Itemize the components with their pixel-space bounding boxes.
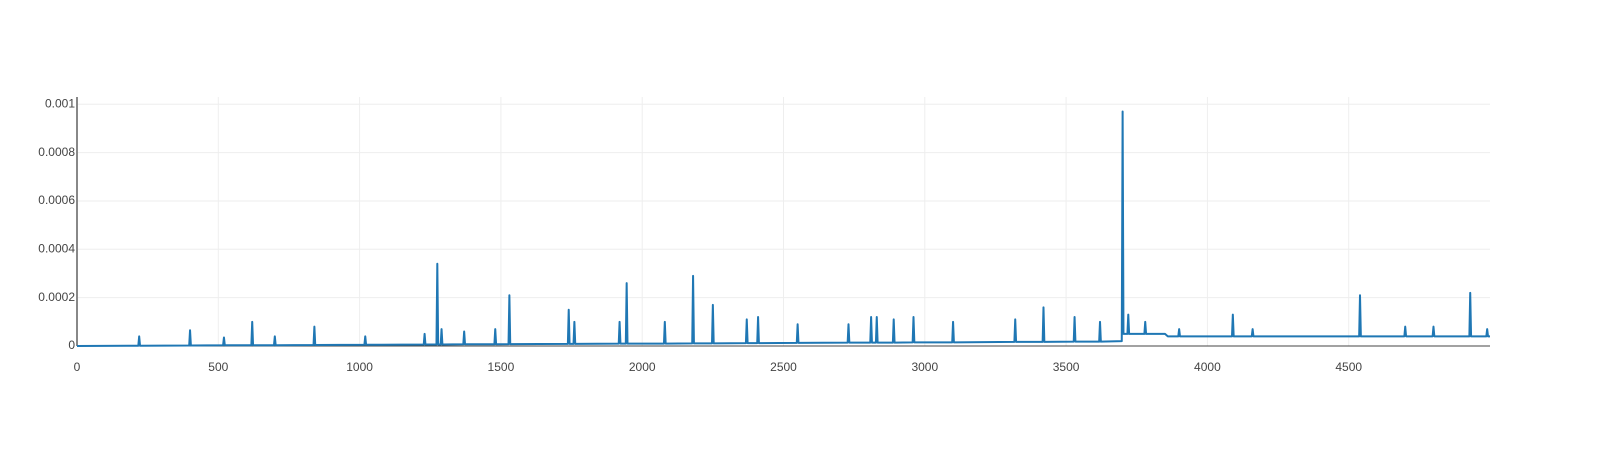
x-tick-label: 3000 [911, 360, 938, 374]
x-tick-label: 500 [208, 360, 228, 374]
y-tick-label: 0.0002 [38, 290, 75, 304]
y-tick-label: 0 [68, 338, 75, 352]
line-series [76, 110, 1490, 347]
y-tick-label: 0.0008 [38, 145, 75, 159]
x-tick-label: 2500 [770, 360, 797, 374]
x-tick-label: 1000 [346, 360, 373, 374]
x-tick-label: 2000 [629, 360, 656, 374]
x-tick-label: 4000 [1194, 360, 1221, 374]
y-tick-label: 0.0006 [38, 193, 75, 207]
y-tick-label: 0.001 [45, 96, 75, 110]
x-tick-label: 4500 [1335, 360, 1362, 374]
y-tick-label: 0.0004 [38, 241, 75, 255]
x-tick-label: 1500 [488, 360, 515, 374]
x-tick-label: 3500 [1053, 360, 1080, 374]
x-tick-label: 0 [74, 360, 81, 374]
